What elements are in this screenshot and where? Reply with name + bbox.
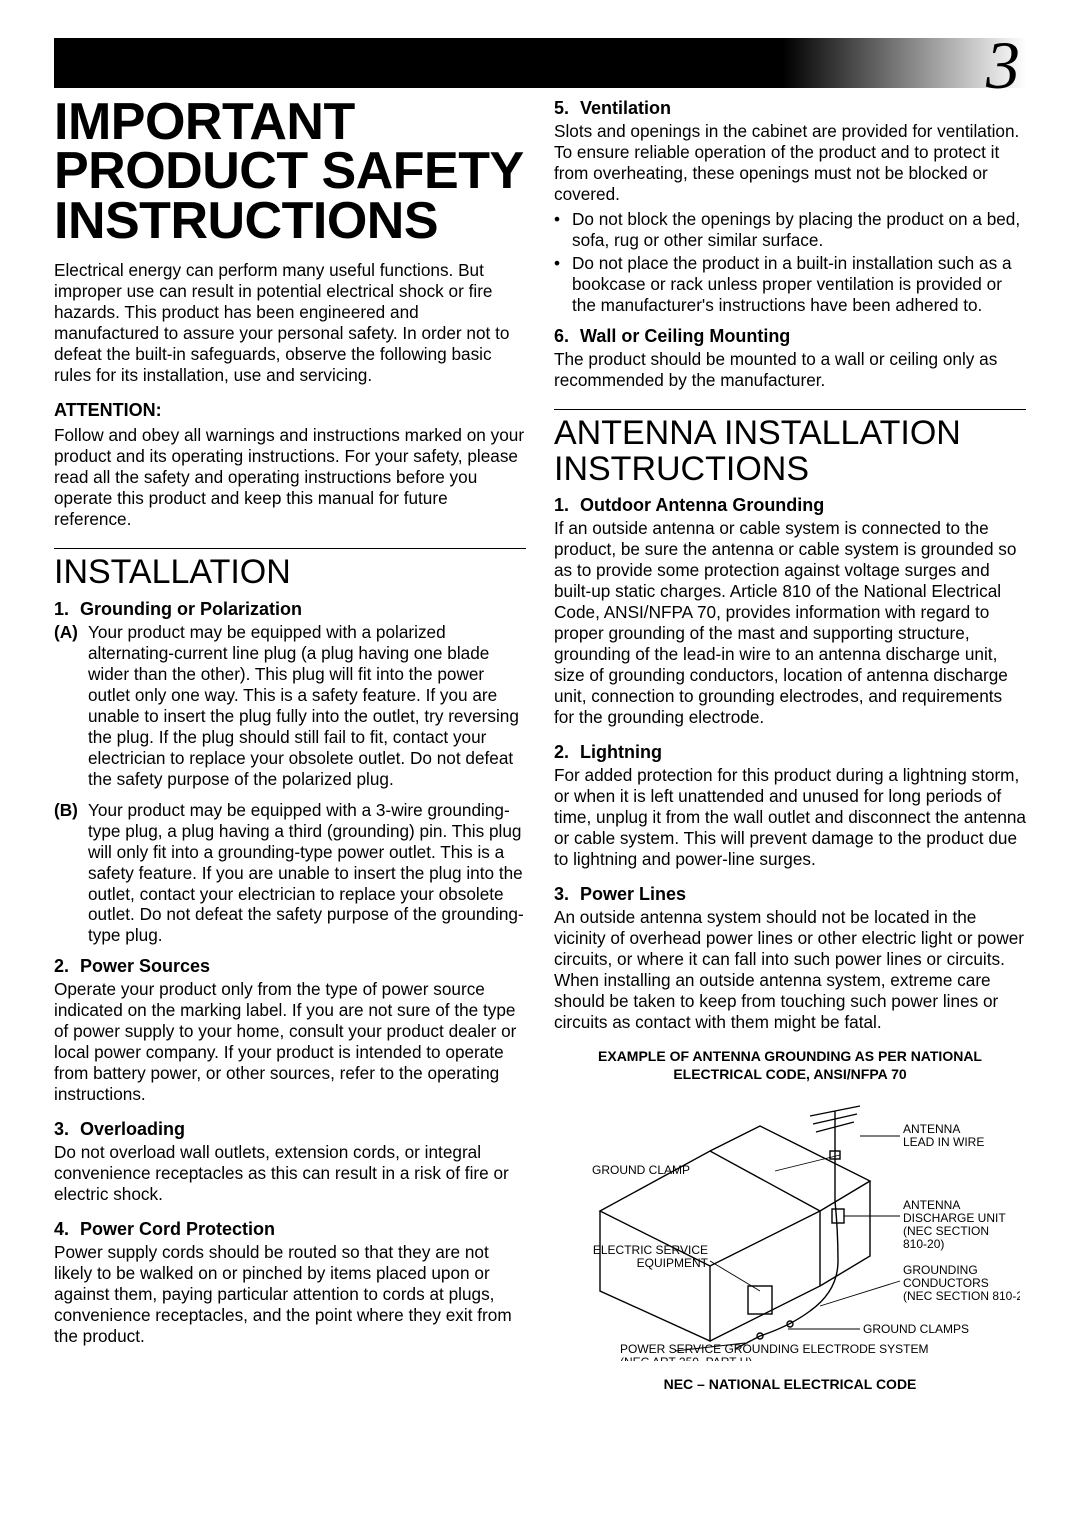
diag-label-ground-clamps: GROUND CLAMPS [863,1322,969,1336]
item-number: 2. [54,956,80,977]
item-number: 5. [554,98,580,119]
installation-heading: INSTALLATION [54,555,526,591]
attention-text: Follow and obey all warnings and instruc… [54,425,526,530]
intro-paragraph: Electrical energy can perform many usefu… [54,260,526,386]
diag-label-ground-clamp: GROUND CLAMP [592,1163,690,1177]
bullet-icon: • [554,253,572,316]
svg-text:ANTENNADISCHARGE UNIT(NEC SECT: ANTENNADISCHARGE UNIT(NEC SECTION810-20) [903,1198,1006,1251]
item-2-heading: 2. Power Sources [54,956,526,977]
item-1b: (B) Your product may be equipped with a … [54,800,526,947]
item-5-heading: 5. Ventilation [554,98,1026,119]
header-bar: 3 [54,38,1026,88]
item-title: Power Cord Protection [80,1219,275,1240]
item-3-text: Do not overload wall outlets, extension … [54,1142,526,1205]
item-4-text: Power supply cords should be routed so t… [54,1242,526,1347]
item-6-text: The product should be mounted to a wall … [554,349,1026,391]
item-3-heading: 3. Overloading [54,1119,526,1140]
main-title: IMPORTANT PRODUCT SAFETY INSTRUCTIONS [54,98,526,246]
right-column: 5. Ventilation Slots and openings in the… [554,98,1026,1392]
left-column: IMPORTANT PRODUCT SAFETY INSTRUCTIONS El… [54,98,526,1392]
item-number: 2. [554,742,580,763]
antenna-2-text: For added protection for this product du… [554,765,1026,870]
item-1-heading: 1. Grounding or Polarization [54,599,526,620]
item-number: 3. [54,1119,80,1140]
item-6-heading: 6. Wall or Ceiling Mounting [554,326,1026,347]
diagram-caption: EXAMPLE OF ANTENNA GROUNDING AS PER NATI… [554,1047,1026,1083]
content-columns: IMPORTANT PRODUCT SAFETY INSTRUCTIONS El… [54,98,1026,1392]
svg-text:ANTENNALEAD IN WIRE: ANTENNALEAD IN WIRE [903,1122,984,1149]
item-5-bullet-2: • Do not place the product in a built-in… [554,253,1026,316]
attention-heading: ATTENTION: [54,400,526,421]
item-5-bullet-1: • Do not block the openings by placing t… [554,209,1026,251]
item-number: 1. [554,495,580,516]
antenna-3-text: An outside antenna system should not be … [554,907,1026,1033]
svg-text:POWER SERVICE GROUNDING ELECTR: POWER SERVICE GROUNDING ELECTRODE SYSTEM… [620,1342,929,1361]
diagram-footer: NEC – NATIONAL ELECTRICAL CODE [554,1376,1026,1392]
bullet-icon: • [554,209,572,251]
letter-label: (B) [54,800,88,947]
antenna-grounding-diagram: ANTENNALEAD IN WIRE GROUND CLAMP ANTENNA… [554,1091,1026,1366]
item-1a: (A) Your product may be equipped with a … [54,622,526,790]
diag-label-antenna-lead: ANTENNA [903,1122,960,1136]
item-4-heading: 4. Power Cord Protection [54,1219,526,1240]
item-title: Ventilation [580,98,671,119]
item-number: 3. [554,884,580,905]
antenna-1-heading: 1. Outdoor Antenna Grounding [554,495,1026,516]
antenna-3-heading: 3. Power Lines [554,884,1026,905]
item-title: Power Lines [580,884,686,905]
svg-text:ELECTRIC SERVICEEQUIPMENT: ELECTRIC SERVICEEQUIPMENT [593,1243,709,1270]
item-title: Outdoor Antenna Grounding [580,495,824,516]
page-number: 3 [986,26,1020,105]
item-number: 1. [54,599,80,620]
antenna-1-text: If an outside antenna or cable system is… [554,518,1026,728]
section-rule [54,548,526,549]
item-title: Power Sources [80,956,210,977]
item-5-text: Slots and openings in the cabinet are pr… [554,121,1026,205]
bullet-text: Do not place the product in a built-in i… [572,253,1026,316]
letter-label: (A) [54,622,88,790]
item-title: Lightning [580,742,662,763]
item-title: Overloading [80,1119,185,1140]
antenna-heading: ANTENNA INSTALLATION INSTRUCTIONS [554,416,1026,487]
item-text: Your product may be equipped with a 3-wi… [88,800,526,947]
item-number: 4. [54,1219,80,1240]
bullet-text: Do not block the openings by placing the… [572,209,1026,251]
item-title: Wall or Ceiling Mounting [580,326,790,347]
antenna-2-heading: 2. Lightning [554,742,1026,763]
svg-text:GROUNDINGCONDUCTORS(NEC SECTIO: GROUNDINGCONDUCTORS(NEC SECTION 810-21) [903,1263,1020,1303]
item-title: Grounding or Polarization [80,599,302,620]
item-text: Your product may be equipped with a pola… [88,622,526,790]
section-rule [554,409,1026,410]
item-number: 6. [554,326,580,347]
item-2-text: Operate your product only from the type … [54,979,526,1105]
